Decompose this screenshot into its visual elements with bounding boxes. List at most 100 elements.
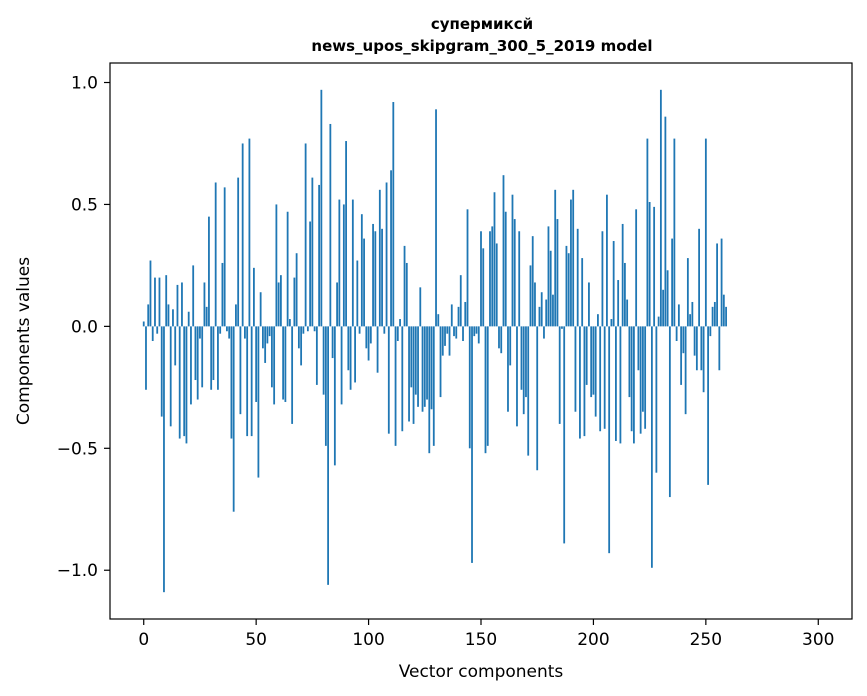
bar-222 — [641, 326, 644, 412]
bar-112 — [394, 326, 397, 446]
bar-15 — [176, 284, 179, 327]
bar-233 — [666, 270, 669, 327]
bar-94 — [354, 326, 356, 383]
bar-103 — [374, 231, 377, 327]
x-tick-label-200: 200 — [577, 630, 609, 650]
bar-105 — [378, 189, 381, 327]
bar-256 — [718, 326, 721, 371]
bar-81 — [324, 326, 327, 446]
bar-237 — [675, 326, 678, 341]
bar-83 — [329, 123, 332, 327]
bar-114 — [399, 319, 401, 327]
bar-5 — [154, 277, 156, 327]
bar-258 — [722, 294, 725, 327]
bar-137 — [450, 304, 453, 327]
bar-239 — [680, 326, 683, 385]
bar-174 — [534, 282, 536, 327]
bar-91 — [347, 326, 350, 371]
bar-249 — [702, 326, 705, 393]
x-tick-label-0: 0 — [138, 630, 149, 650]
bar-151 — [482, 248, 485, 327]
bar-61 — [279, 275, 282, 327]
bar-43 — [239, 326, 242, 415]
bar-111 — [392, 102, 395, 327]
bar-14 — [174, 326, 177, 366]
bar-99 — [365, 326, 368, 349]
bar-31 — [212, 326, 215, 381]
bar-0 — [142, 321, 145, 327]
bar-19 — [185, 326, 188, 444]
bar-199 — [590, 326, 593, 398]
bar-147 — [473, 326, 476, 337]
bar-75 — [311, 177, 314, 327]
bar-169 — [522, 326, 525, 415]
bar-181 — [549, 250, 552, 327]
bar-55 — [266, 326, 269, 344]
bar-212 — [619, 326, 622, 444]
bar-191 — [572, 189, 575, 327]
y-tick-label-3: 0.5 — [71, 195, 98, 215]
bar-8 — [160, 326, 163, 417]
bar-62 — [282, 326, 285, 400]
bar-74 — [309, 221, 312, 327]
bar-125 — [423, 326, 426, 407]
bar-182 — [552, 294, 554, 327]
bar-224 — [646, 138, 649, 327]
bar-104 — [376, 326, 379, 373]
chart-title: супермиксй — [431, 15, 533, 33]
bar-231 — [662, 289, 665, 327]
bar-240 — [682, 326, 685, 354]
bar-214 — [624, 262, 626, 327]
bar-57 — [270, 326, 273, 388]
bar-156 — [493, 192, 496, 327]
bar-47 — [248, 138, 251, 327]
bar-48 — [250, 326, 253, 437]
x-tick-label-100: 100 — [352, 630, 384, 650]
bar-44 — [241, 143, 244, 327]
bar-161 — [504, 211, 507, 327]
bar-120 — [412, 326, 415, 424]
y-tick-label-0: −1.0 — [57, 561, 98, 581]
bar-77 — [315, 326, 318, 385]
bar-234 — [668, 326, 671, 498]
bar-242 — [686, 258, 689, 327]
bar-136 — [448, 326, 451, 356]
bar-215 — [626, 299, 629, 327]
bar-243 — [689, 314, 692, 327]
y-tick-label-1: −0.5 — [57, 439, 98, 459]
bar-1 — [145, 326, 147, 390]
bar-130 — [435, 109, 437, 327]
bar-219 — [635, 209, 638, 327]
bar-78 — [318, 184, 321, 327]
bar-255 — [716, 243, 718, 327]
bar-30 — [210, 326, 213, 390]
bar-86 — [336, 282, 338, 327]
bar-10 — [165, 275, 168, 327]
bar-177 — [540, 292, 543, 327]
bar-190 — [570, 199, 572, 327]
bar-126 — [426, 326, 428, 400]
bar-253 — [711, 306, 714, 327]
bar-152 — [484, 326, 487, 454]
bar-193 — [576, 228, 579, 327]
bar-95 — [356, 260, 359, 327]
bar-201 — [594, 326, 597, 417]
bar-139 — [455, 326, 458, 339]
bar-3 — [149, 260, 152, 327]
bar-73 — [306, 326, 309, 332]
bar-60 — [277, 282, 280, 327]
bar-178 — [543, 326, 545, 339]
bar-254 — [713, 301, 716, 327]
bar-26 — [201, 326, 204, 388]
bar-28 — [205, 306, 208, 327]
plot-frame — [109, 62, 853, 620]
bar-195 — [581, 258, 584, 327]
bar-51 — [257, 326, 260, 478]
bar-221 — [639, 326, 642, 434]
bar-58 — [273, 326, 276, 405]
bar-107 — [383, 326, 386, 334]
bar-135 — [446, 326, 449, 334]
y-tick-label-4: 1.0 — [71, 74, 98, 94]
bar-211 — [617, 280, 620, 327]
bar-143 — [464, 301, 467, 327]
